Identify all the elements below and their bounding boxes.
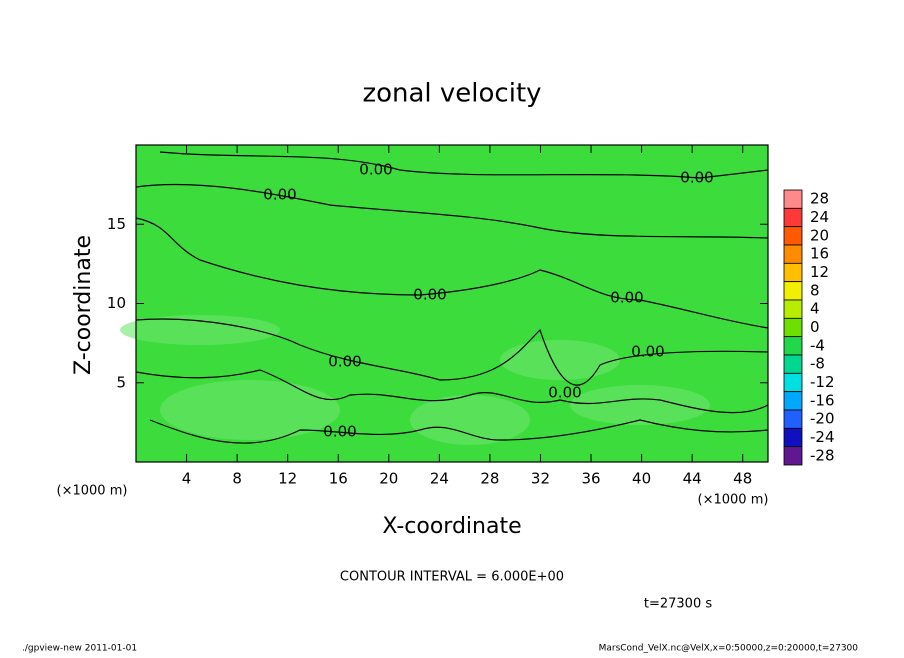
colorbar-label: 16 <box>810 245 829 263</box>
colorbar-label: -24 <box>810 428 835 446</box>
colorbar-box <box>783 427 803 448</box>
x-tick-label: 4 <box>182 470 192 488</box>
contour-line <box>135 217 769 329</box>
contour-label: 0.00 <box>680 169 713 187</box>
x-tick-label: 8 <box>232 470 242 488</box>
y-tick-label: 15 <box>107 215 126 233</box>
colorbar-box <box>783 354 803 374</box>
x-tick-label: 48 <box>733 470 752 488</box>
contour-line <box>135 369 769 414</box>
field-patch <box>570 385 710 425</box>
x-axis-label: X-coordinate <box>382 514 521 539</box>
contour-line <box>135 318 769 386</box>
contour-label: 0.00 <box>263 186 296 204</box>
contour-label: 0.00 <box>631 343 664 361</box>
colorbar-box <box>783 317 803 338</box>
contour-line <box>149 419 769 444</box>
y-axis-label: Z-coordinate <box>71 235 96 375</box>
x-tick-label: 12 <box>278 470 297 488</box>
contour-interval: CONTOUR INTERVAL = 6.000E+00 <box>340 570 564 585</box>
colorbar-label: -12 <box>810 373 835 391</box>
colorbar-label: -4 <box>810 336 825 354</box>
contour-line <box>159 151 769 179</box>
x-tick-label: 32 <box>531 470 550 488</box>
colorbar-box <box>783 391 803 411</box>
y-tick-label: 10 <box>107 294 126 312</box>
colorbar-box <box>783 409 803 429</box>
colorbar-box <box>783 372 803 393</box>
colorbar-box <box>783 299 803 319</box>
contour-label: 0.00 <box>610 289 643 307</box>
contour-label: 0.00 <box>413 286 446 304</box>
contour-label: 0.00 <box>323 423 356 441</box>
contour-label: 0.00 <box>328 353 361 371</box>
colorbar-label: -16 <box>810 391 835 409</box>
colorbar-box <box>783 336 803 356</box>
colorbar-label: -20 <box>810 410 835 428</box>
x-tick-label: 28 <box>480 470 499 488</box>
x-tick-label: 20 <box>379 470 398 488</box>
colorbar-box <box>783 207 803 228</box>
contour-label: 0.00 <box>359 161 392 179</box>
x-tick-label: 40 <box>632 470 651 488</box>
colorbar-box <box>783 262 803 283</box>
field-patch <box>120 315 280 345</box>
contour-line <box>135 183 769 239</box>
field-patch <box>500 340 620 380</box>
colorbar-label: 4 <box>810 300 820 318</box>
colorbar-label: 12 <box>810 263 829 281</box>
field-patch <box>410 395 530 445</box>
colorbar-label: 8 <box>810 281 820 299</box>
field-patch <box>160 380 340 440</box>
x-tick-label: 16 <box>329 470 348 488</box>
footer-right: MarsCond_VelX.nc@VelX,x=0:50000,z=0:2000… <box>599 644 859 654</box>
colorbar-box <box>783 189 803 209</box>
x-tick-label: 44 <box>683 470 702 488</box>
colorbar-box <box>783 226 803 246</box>
colorbar-label: 24 <box>810 208 829 226</box>
colorbar-box <box>783 244 803 264</box>
contour-label: 0.00 <box>548 384 581 402</box>
colorbar-label: 0 <box>810 318 820 336</box>
y-unit-label: (×1000 m) <box>57 484 128 499</box>
y-tick-label: 5 <box>116 373 126 391</box>
x-tick-label: 36 <box>581 470 600 488</box>
colorbar-label: -8 <box>810 355 825 373</box>
chart-title: zonal velocity <box>362 79 541 109</box>
colorbar-box <box>783 281 803 301</box>
x-unit-label: (×1000 m) <box>698 493 769 508</box>
colorbar-label: 28 <box>810 190 829 208</box>
colorbar-label: 20 <box>810 226 829 244</box>
plot-area: 0.00 0.00 0.00 0.00 0.00 0.00 0.00 0.00 0.00 <box>120 144 769 463</box>
x-tick-label: 24 <box>430 470 449 488</box>
colorbar-box <box>783 446 803 466</box>
colorbar-label: -28 <box>810 446 835 464</box>
time-label: t=27300 s <box>644 597 712 612</box>
footer-left: ./gpview-new 2011-01-01 <box>22 644 137 654</box>
